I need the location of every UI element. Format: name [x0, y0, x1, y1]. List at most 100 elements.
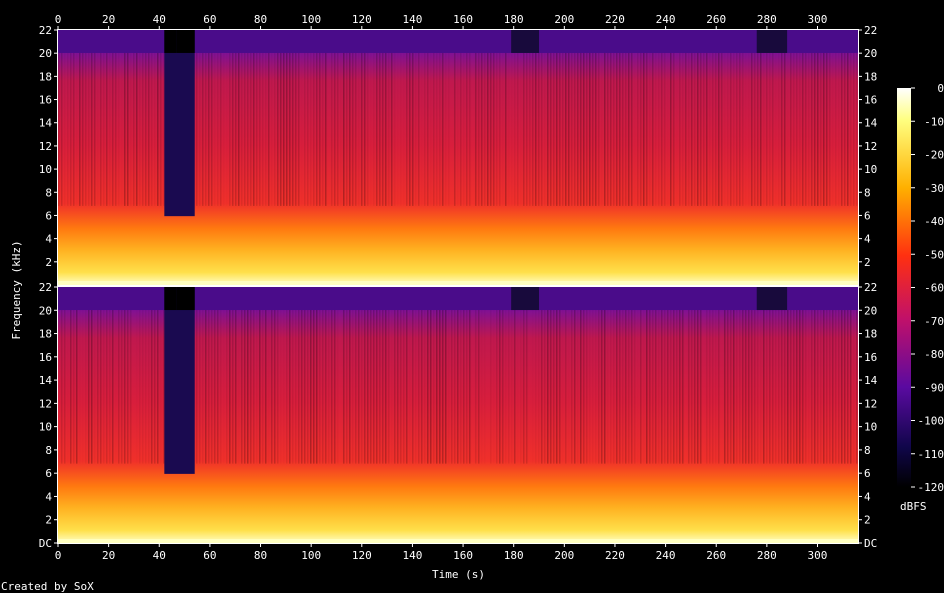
texture-stripe	[619, 310, 621, 464]
texture-stripe	[463, 310, 465, 464]
texture-stripe	[367, 310, 369, 464]
texture-stripe	[250, 52, 252, 206]
x-tick-label-top: 200	[554, 13, 574, 26]
texture-stripe	[514, 310, 516, 464]
texture-stripe	[841, 52, 843, 206]
texture-stripe	[496, 310, 498, 464]
texture-stripe	[400, 310, 402, 464]
texture-stripe	[136, 310, 138, 464]
texture-stripe	[574, 52, 576, 206]
texture-stripe	[796, 52, 798, 206]
texture-stripe	[130, 53, 132, 206]
y-tick-label-right: 6	[864, 209, 871, 222]
texture-stripe	[412, 52, 414, 206]
texture-stripe	[853, 52, 855, 206]
texture-stripe	[340, 53, 342, 206]
texture-stripe	[505, 52, 507, 206]
texture-stripe	[583, 52, 585, 206]
texture-stripe	[244, 52, 246, 206]
texture-stripe	[544, 53, 546, 206]
y-tick-label: 10	[39, 163, 52, 176]
texture-stripe	[334, 310, 336, 464]
texture-stripe	[223, 53, 225, 206]
texture-stripe	[274, 52, 276, 206]
texture-stripe	[76, 310, 78, 464]
y-tick-label: 22	[39, 281, 52, 294]
x-tick-label-top: 280	[757, 13, 777, 26]
texture-stripe	[151, 52, 153, 206]
texture-stripe	[331, 310, 333, 464]
texture-stripe	[484, 310, 486, 464]
texture-stripe	[814, 52, 816, 206]
texture-stripe	[124, 310, 126, 464]
colorbar-tick-label: -60	[924, 282, 944, 295]
texture-stripe	[793, 52, 795, 206]
texture-stripe	[853, 310, 855, 464]
texture-stripe	[346, 310, 348, 464]
texture-stripe	[619, 52, 621, 206]
texture-stripe	[559, 52, 561, 206]
texture-stripe	[97, 310, 99, 464]
colorbar-tick-label: 0	[937, 82, 944, 95]
texture-stripe	[586, 52, 588, 206]
texture-stripe	[547, 52, 549, 206]
texture-stripe	[127, 310, 129, 464]
texture-stripe	[268, 52, 270, 206]
texture-stripe	[343, 52, 345, 206]
texture-stripe	[382, 52, 384, 206]
texture-stripe	[709, 310, 711, 464]
texture-stripe	[823, 310, 825, 464]
dc-line	[58, 281, 858, 285]
texture-stripe	[148, 52, 150, 206]
texture-stripe	[499, 310, 501, 464]
texture-stripe	[718, 310, 720, 464]
y-tick-label-right: 14	[864, 374, 878, 387]
texture-stripe	[532, 310, 534, 464]
texture-stripe	[418, 52, 420, 206]
texture-stripe	[517, 310, 519, 464]
texture-stripe	[838, 310, 840, 464]
texture-stripe	[832, 53, 834, 206]
y-tick-label: 6	[45, 209, 52, 222]
texture-stripe	[658, 52, 660, 206]
texture-stripe	[643, 52, 645, 206]
texture-stripe	[79, 310, 81, 464]
quiet-segment	[164, 287, 195, 474]
quiet-segment	[164, 30, 195, 217]
texture-stripe	[109, 310, 111, 464]
y-tick-label-right: 20	[864, 304, 877, 317]
texture-stripe	[622, 310, 624, 464]
texture-stripe	[283, 310, 285, 464]
texture-stripe	[496, 52, 498, 206]
texture-stripe	[310, 310, 312, 464]
texture-stripe	[520, 53, 522, 206]
y-tick-label-right: 8	[864, 186, 871, 199]
texture-stripe	[610, 310, 612, 464]
texture-stripe	[73, 52, 75, 206]
texture-stripe	[460, 310, 462, 464]
texture-stripe	[157, 52, 159, 206]
texture-stripe	[121, 53, 123, 206]
x-tick-label-top: 260	[706, 13, 726, 26]
texture-stripe	[727, 310, 729, 464]
y-tick-label: 12	[39, 140, 52, 153]
texture-stripe	[382, 310, 384, 464]
texture-stripe	[640, 310, 642, 464]
texture-stripe	[511, 310, 513, 464]
texture-stripe	[556, 310, 558, 464]
texture-stripe	[745, 310, 747, 464]
texture-stripe	[823, 52, 825, 206]
x-tick-label-top: 100	[301, 13, 321, 26]
texture-stripe	[253, 52, 255, 206]
texture-stripe	[571, 52, 573, 206]
texture-stripe	[595, 310, 597, 464]
y-tick-label-right: 10	[864, 163, 877, 176]
texture-stripe	[388, 52, 390, 206]
texture-stripe	[754, 310, 756, 464]
texture-stripe	[388, 310, 390, 464]
y-tick-label: 4	[45, 233, 52, 246]
texture-stripe	[226, 310, 228, 464]
texture-stripe	[256, 310, 258, 464]
y-tick-label-right: 16	[864, 94, 877, 107]
texture-stripe	[532, 52, 534, 206]
